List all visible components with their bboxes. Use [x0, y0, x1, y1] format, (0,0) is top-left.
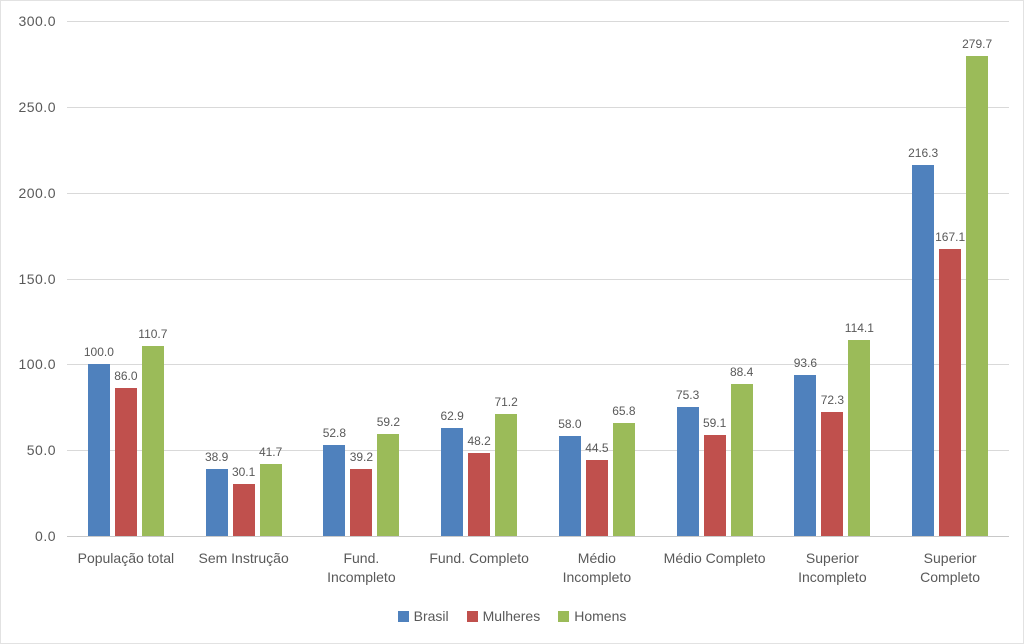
bar-mulheres [821, 411, 844, 536]
bar-homens [377, 434, 400, 536]
bar-value-label: 86.0 [114, 369, 138, 384]
bar-brasil [323, 445, 346, 536]
bar-value-label: 48.2 [467, 434, 491, 449]
bar-homens [848, 340, 871, 536]
bar-value-label: 100.0 [83, 345, 114, 360]
bar-value-label: 72.3 [820, 392, 845, 407]
bar-brasil [794, 375, 817, 536]
bar-mulheres [585, 459, 608, 536]
y-tick-label: 150.0 [18, 270, 56, 287]
category-label: Superior Incompleto [798, 550, 867, 585]
bar-value-label: 93.6 [793, 356, 818, 371]
bar-value-label: 167.1 [935, 230, 966, 245]
bar-value-label: 88.4 [729, 365, 754, 380]
category-label: Superior Completo [920, 550, 981, 585]
bar-homens [141, 345, 164, 536]
y-gridline [67, 106, 1009, 108]
bar-value-label: 41.7 [258, 445, 283, 460]
legend-item: Brasil [397, 608, 449, 624]
bar-mulheres [939, 249, 962, 536]
y-gridline [67, 21, 1009, 22]
bar-value-label: 44.5 [585, 440, 609, 455]
y-gridline [67, 364, 1009, 366]
bar-brasil [87, 364, 110, 536]
bar-value-label: 30.1 [231, 465, 256, 480]
y-tick-label: 0.0 [35, 528, 56, 544]
bar-brasil [205, 469, 228, 536]
bar-brasil [912, 164, 935, 536]
bar-value-label: 114.1 [844, 321, 874, 336]
bar-mulheres [468, 453, 491, 536]
bar-mulheres [114, 388, 137, 536]
bar-mulheres [350, 468, 373, 536]
legend-swatch-icon [466, 610, 478, 622]
category-label: Médio Completo [663, 550, 766, 566]
bar-value-label: 62.9 [440, 409, 464, 424]
legend-item-label: Mulheres [482, 608, 541, 624]
bar-value-label: 75.3 [675, 387, 700, 402]
bar-value-label: 52.8 [322, 426, 347, 441]
bar-value-label: 110.7 [138, 326, 168, 341]
bar-brasil [676, 406, 699, 536]
x-axis-line [67, 536, 1009, 537]
bar-value-label: 59.1 [702, 415, 727, 430]
y-gridline [67, 450, 1009, 452]
bar-brasil [441, 428, 464, 536]
category-label: Sem Instrução [198, 550, 289, 566]
category-label: População total [77, 550, 175, 566]
legend: Brasil Mulheres Homens [1, 605, 1023, 627]
y-tick-label: 100.0 [18, 356, 56, 373]
category-label: Médio Incompleto [562, 550, 632, 585]
y-gridline [67, 278, 1009, 280]
legend-swatch-icon [558, 610, 570, 622]
bar-homens [259, 464, 282, 536]
bar-mulheres [232, 484, 255, 536]
bar-value-label: 58.0 [558, 417, 582, 432]
legend-swatch-icon [397, 610, 409, 622]
category-label: Fund. Incompleto [327, 550, 396, 585]
bar-value-label: 71.2 [494, 394, 518, 409]
legend-item: Homens [558, 608, 626, 624]
bar-mulheres [703, 434, 726, 536]
bar-brasil [558, 436, 581, 536]
bar-homens [612, 423, 635, 536]
legend-item-label: Brasil [413, 608, 449, 624]
legend-item-label: Homens [574, 608, 627, 624]
y-tick-label: 200.0 [18, 184, 56, 201]
bar-value-label: 59.2 [376, 415, 401, 430]
y-tick-label: 300.0 [18, 13, 56, 29]
y-tick-label: 250.0 [18, 98, 56, 115]
bar-homens [966, 55, 989, 536]
y-gridline [67, 192, 1009, 194]
legend-item: Mulheres [466, 608, 541, 624]
bar-value-label: 216.3 [908, 145, 939, 160]
category-label: Fund. Completo [429, 550, 529, 566]
bar-value-label: 38.9 [204, 450, 229, 465]
bar-value-label: 279.7 [962, 36, 993, 51]
bar-value-label: 65.8 [612, 404, 636, 419]
bar-homens [730, 384, 753, 536]
bar-value-label: 39.2 [349, 449, 374, 464]
bar-homens [495, 413, 518, 536]
y-tick-label: 50.0 [26, 442, 56, 459]
